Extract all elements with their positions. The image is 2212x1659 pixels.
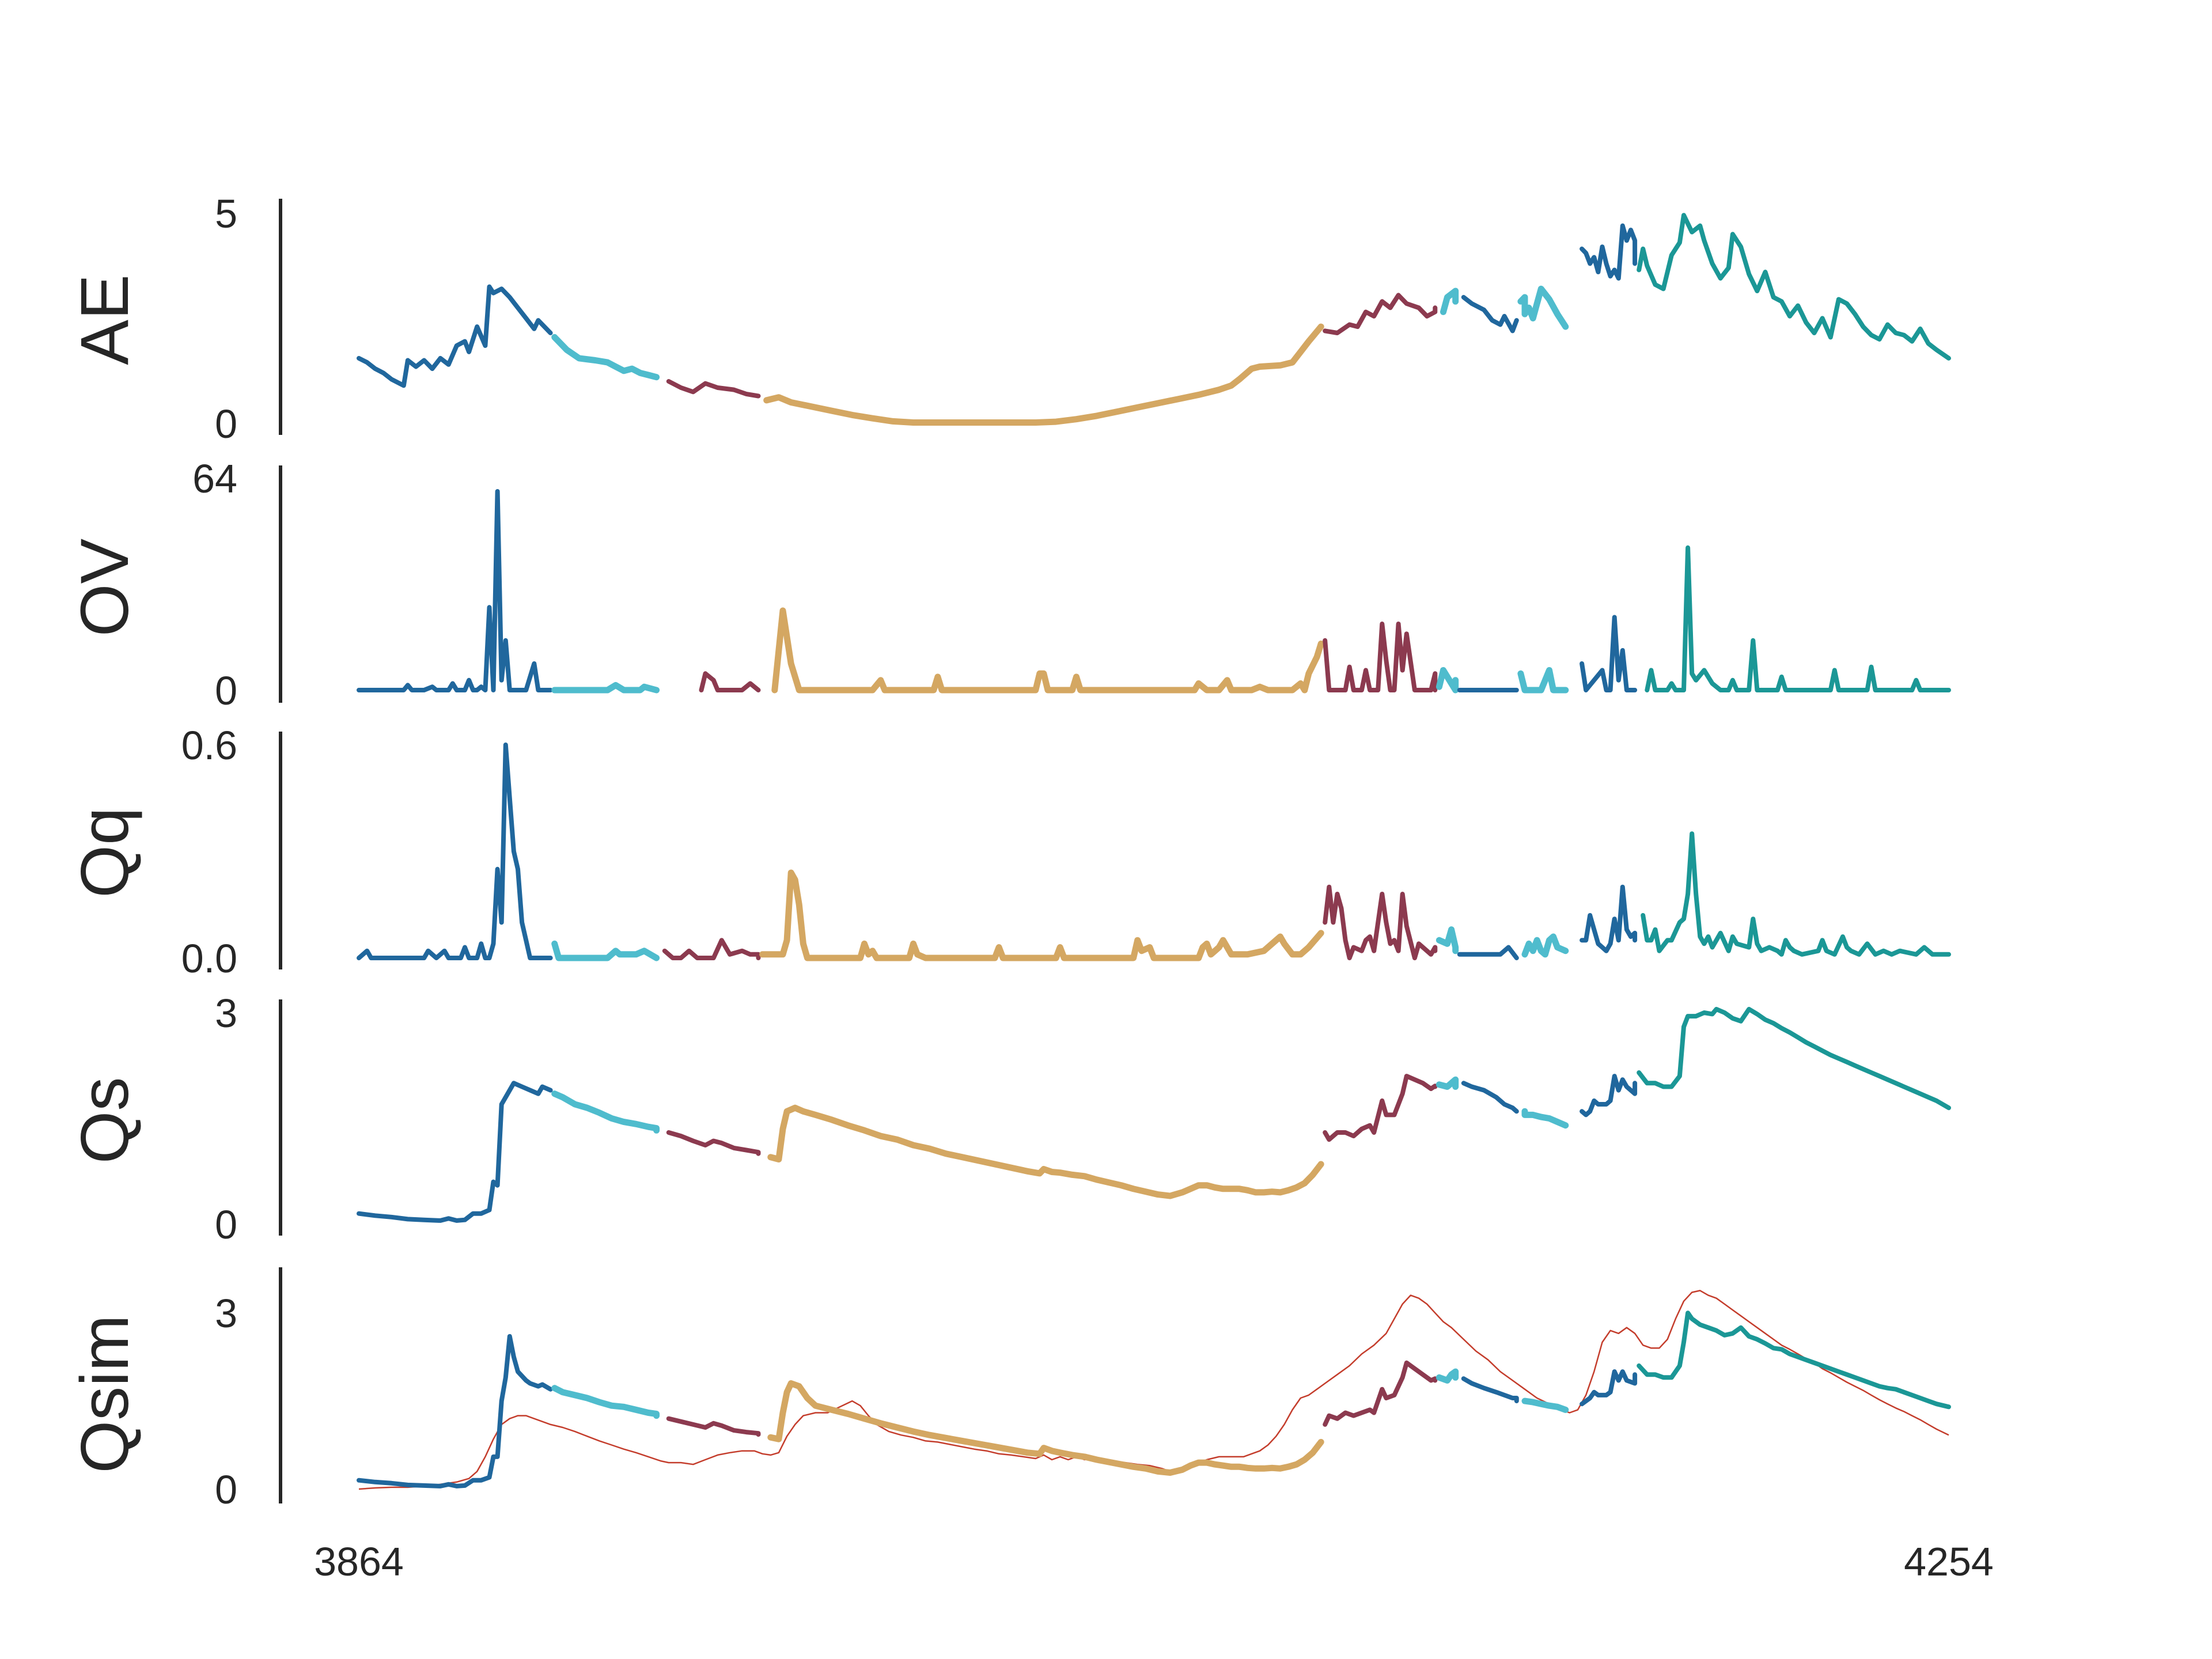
x-tick-label-start: 3864 [314, 1539, 404, 1584]
series-segment-qs-3 [767, 1104, 1324, 1199]
series-segment-qs-7 [1521, 1108, 1569, 1129]
series-segment-qq-5 [1435, 926, 1459, 955]
x-axis: 3864 4254 [314, 1539, 1994, 1584]
series-segment-ae-6 [1461, 295, 1519, 334]
y-tick-label-ov-0: 0 [215, 668, 237, 713]
series-segment-qq-1 [551, 940, 660, 961]
series-segment-ae-4 [1323, 293, 1438, 335]
series-segment-qsim-1 [551, 1385, 660, 1419]
series-segment-ov-0 [357, 489, 553, 692]
simulated-line [358, 1290, 1949, 1490]
series-segment-qs-4 [1323, 1074, 1438, 1142]
panel-qq: Qq 0.0 0.6 [67, 723, 1951, 981]
panel-ae: AE 0 5 [67, 191, 1951, 446]
series-segment-qq-8 [1580, 884, 1638, 953]
series-segment-ae-8 [1580, 223, 1638, 281]
series-segment-ov-8 [1580, 615, 1638, 692]
panel-qsim: Qsim 0 3 [67, 1267, 1951, 1512]
y-axis-label-qsim: Qsim [67, 1315, 143, 1473]
y-tick-label-qq-0: 0.0 [181, 936, 237, 981]
series-segment-qq-3 [759, 869, 1324, 961]
series-segment-qsim-2 [666, 1416, 761, 1437]
series-segment-qsim-3 [767, 1380, 1324, 1476]
series-segment-ae-9 [1637, 213, 1951, 361]
series-segment-ae-0 [357, 284, 553, 388]
chart-panels: AE 0 5 OV 0 64 Qq 0.0 0.6 Qs 0 3 Qsim 0 3 [67, 191, 1951, 1512]
series-segment-qq-9 [1641, 831, 1951, 957]
series-segment-qs-1 [551, 1090, 660, 1134]
series-segment-ov-1 [551, 681, 660, 694]
series-segment-qs-2 [666, 1130, 761, 1156]
series-segment-ae-1 [551, 334, 660, 381]
series-segment-qsim-4 [1323, 1360, 1438, 1427]
series-segment-qsim-7 [1521, 1397, 1569, 1413]
panel-ov: OV 0 64 [67, 456, 1951, 713]
series-segment-ov-5 [1435, 667, 1459, 694]
series-segment-qq-7 [1521, 933, 1569, 958]
y-tick-label-qs-1: 3 [215, 991, 237, 1036]
series-segment-qs-5 [1435, 1076, 1459, 1090]
y-tick-label-ae-0: 0 [215, 402, 237, 446]
y-tick-label-qsim-1: 3 [215, 1291, 237, 1336]
series-segment-ae-7 [1517, 285, 1569, 330]
series-segment-ov-3 [771, 607, 1324, 694]
series-segment-ae-5 [1440, 287, 1459, 315]
series-segment-ov-4 [1323, 622, 1438, 692]
series-segment-qsim-0 [357, 1334, 553, 1488]
series-segment-ov-2 [699, 671, 761, 692]
series-segment-ov-7 [1517, 667, 1569, 694]
series-segment-qq-2 [662, 938, 761, 960]
series-segment-qsim-5 [1435, 1368, 1459, 1384]
series-segment-qs-9 [1637, 1006, 1951, 1111]
y-tick-label-qq-1: 0.6 [181, 723, 237, 768]
series-segment-qsim-9 [1637, 1310, 1951, 1410]
y-axis-label-qq: Qq [67, 807, 143, 897]
x-tick-label-end: 4254 [1904, 1539, 1994, 1584]
series-segment-qs-6 [1461, 1081, 1519, 1114]
series-segment-qq-4 [1323, 884, 1438, 960]
series-segment-ae-2 [666, 379, 761, 399]
y-axis-label-ov: OV [67, 538, 143, 637]
y-tick-label-qs-0: 0 [215, 1202, 237, 1247]
series-segment-qsim-8 [1580, 1369, 1638, 1407]
series-segment-qs-0 [357, 1081, 553, 1223]
series-segment-qsim-6 [1461, 1376, 1519, 1404]
y-tick-label-qsim-0: 0 [215, 1467, 237, 1512]
series-segment-ov-9 [1645, 545, 1951, 692]
series-segment-qq-0 [357, 743, 553, 960]
y-axis-label-qs: Qs [67, 1077, 143, 1164]
series-segment-ae-3 [763, 323, 1324, 426]
y-tick-label-ae-1: 5 [215, 191, 237, 236]
series-segment-qq-6 [1457, 945, 1519, 960]
y-tick-label-ov-1: 64 [192, 456, 237, 501]
y-axis-label-ae: AE [67, 274, 143, 365]
panel-qs: Qs 0 3 [67, 991, 1951, 1247]
series-segment-qs-8 [1580, 1074, 1638, 1118]
